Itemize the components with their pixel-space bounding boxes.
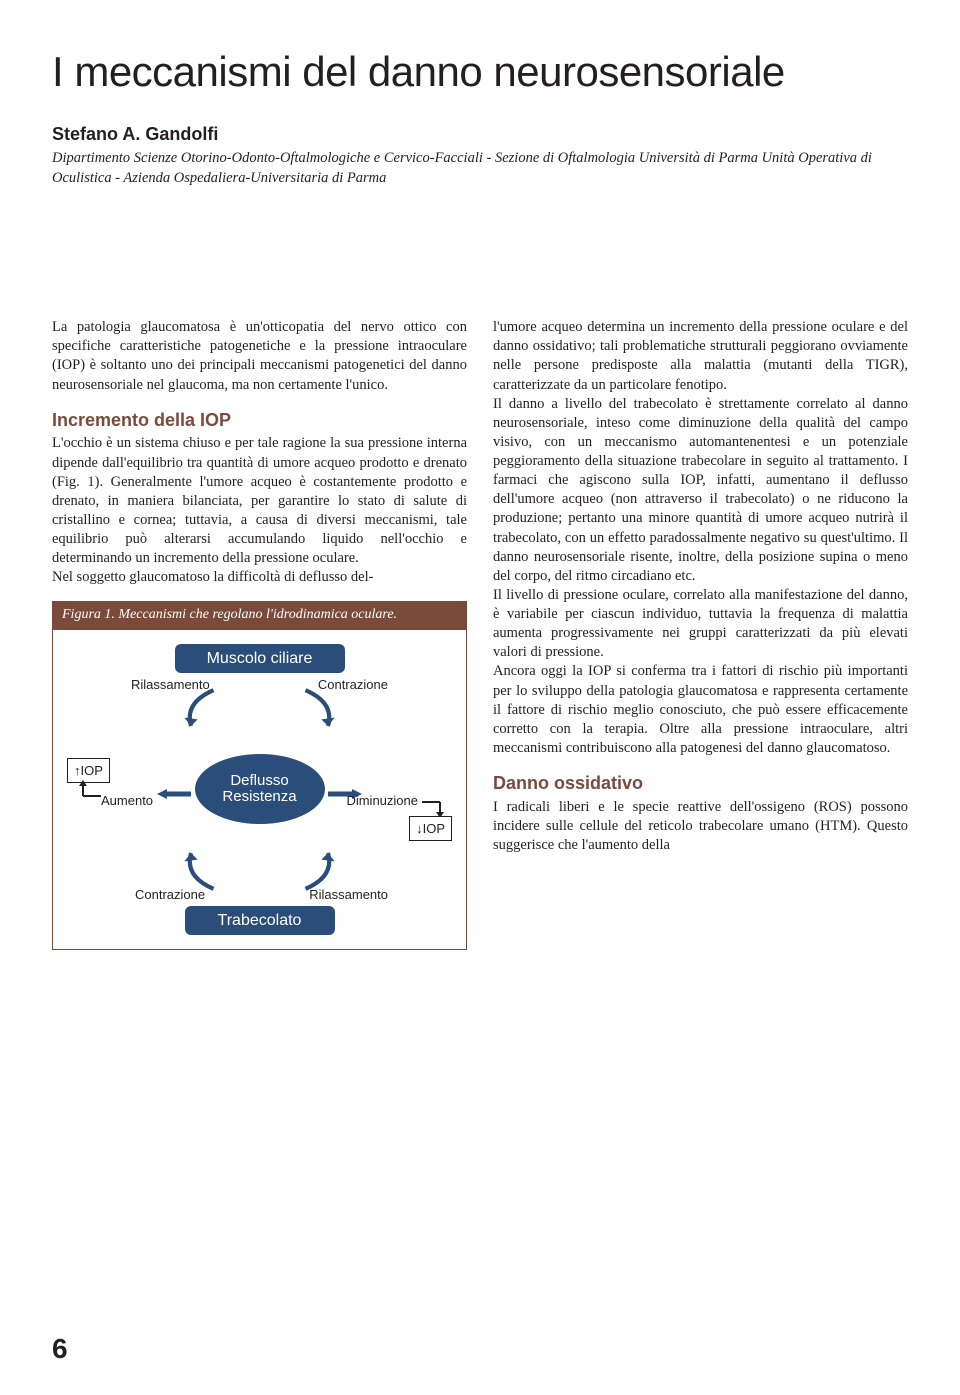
section-heading-ossidativo: Danno ossidativo	[493, 772, 908, 796]
diagram-bottom-node: Trabecolato	[185, 906, 335, 935]
arrow-icon	[288, 686, 348, 736]
arrow-icon	[75, 778, 103, 800]
body-columns: La patologia glaucomatosa è un'otticopat…	[52, 318, 908, 950]
diagram-label-aumento: Aumento	[101, 792, 153, 809]
diagram-label-contrazione-bottom: Contrazione	[135, 886, 205, 903]
diagram-label-rilassamento-bottom: Rilassamento	[309, 886, 388, 903]
figure-diagram: Muscolo ciliare Rilassamento Contrazione…	[52, 630, 467, 950]
paragraph: Nel soggetto glaucomatoso la difficoltà …	[52, 568, 467, 587]
figure-1: Figura 1. Meccanismi che regolano l'idro…	[52, 601, 467, 949]
author-name: Stefano A. Gandolfi	[52, 124, 908, 145]
diagram-label-diminuzione: Diminuzione	[346, 792, 418, 809]
page-number: 6	[52, 1333, 68, 1365]
author-affiliation: Dipartimento Scienze Otorino-Odonto-Ofta…	[52, 149, 908, 188]
paragraph: I radicali liberi e le specie reattive d…	[493, 798, 908, 855]
diagram-center-line1: Deflusso	[230, 773, 288, 790]
diagram-top-node: Muscolo ciliare	[175, 644, 345, 673]
section-heading-iop: Incremento della IOP	[52, 409, 467, 433]
left-column: La patologia glaucomatosa è un'otticopat…	[52, 318, 467, 950]
page-title: I meccanismi del danno neurosensoriale	[52, 48, 908, 96]
paragraph: Il livello di pressione oculare, correla…	[493, 586, 908, 663]
arrow-icon	[171, 686, 231, 736]
arrow-icon	[157, 786, 193, 802]
figure-caption: Figura 1. Meccanismi che regolano l'idro…	[52, 601, 467, 629]
right-column: l'umore acqueo determina un incremento d…	[493, 318, 908, 950]
paragraph: L'occhio è un sistema chiuso e per tale …	[52, 434, 467, 568]
paragraph: l'umore acqueo determina un incremento d…	[493, 318, 908, 395]
paragraph: Ancora oggi la IOP si conferma tra i fat…	[493, 662, 908, 758]
paragraph: Il danno a livello del trabecolato è str…	[493, 395, 908, 586]
paragraph: La patologia glaucomatosa è un'otticopat…	[52, 318, 467, 395]
iop-down-box: ↓IOP	[409, 816, 452, 841]
diagram-center-line2: Resistenza	[222, 789, 296, 806]
diagram-center-node: Deflusso Resistenza	[195, 754, 325, 824]
